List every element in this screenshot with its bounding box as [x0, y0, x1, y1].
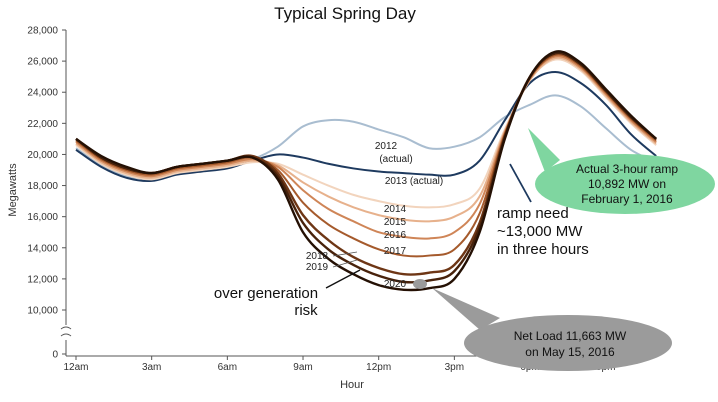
over-generation-pointer: [325, 269, 361, 289]
y-tick-label: 26,000: [27, 57, 58, 68]
ramp-need-line3: in three hours: [497, 241, 589, 258]
label-2015: 2015: [384, 217, 407, 228]
net-load-callout: Net Load 11,663 MW on May 15, 2016: [413, 279, 672, 371]
label-2018: 2018: [306, 251, 329, 262]
leader-line-2018: [332, 251, 358, 257]
series-line-2016: [75, 55, 657, 240]
x-tick-label: 3am: [142, 362, 161, 373]
actual-ramp-callout-pointer: [528, 128, 560, 172]
label-2019: 2019: [306, 262, 329, 273]
x-tick-label: 3pm: [445, 362, 464, 373]
label-2012-actual: (actual): [379, 154, 412, 165]
ramp-need-line1: ramp need: [497, 205, 569, 222]
series-line-2014: [75, 58, 657, 209]
y-axis-break-mark: [60, 326, 72, 337]
label-2016: 2016: [384, 230, 407, 241]
y-tick-label: 28,000: [27, 26, 58, 37]
label-2020: 2020: [384, 279, 407, 290]
y-tick-label: 16,000: [27, 212, 58, 223]
net-load-callout-bubble: [464, 315, 672, 371]
ramp-need-line2: ~13,000 MW: [497, 223, 583, 240]
y-tick-label: 18,000: [27, 181, 58, 192]
x-tick-label: 12pm: [366, 362, 391, 373]
y-tick-label: 24,000: [27, 88, 58, 99]
ramp-need-pointer: [509, 163, 532, 203]
y-tick-label: 14,000: [27, 243, 58, 254]
y-tick-label: 10,000: [27, 306, 58, 317]
leader-line-2019: [332, 259, 358, 268]
y-tick-label: 12,000: [27, 274, 58, 285]
x-tick-label: 12am: [63, 362, 88, 373]
y-tick-label: 20,000: [27, 150, 58, 161]
y-tick-label: 0: [52, 350, 58, 361]
series-line-2020: [75, 50, 657, 292]
net-load-callout-pointer: [432, 288, 500, 330]
over-generation-label-line1: over generation: [214, 285, 318, 302]
x-tick-label: 6am: [218, 362, 237, 373]
x-axis-label: Hour: [340, 379, 364, 391]
series-line-2015: [75, 56, 657, 223]
series-line-2013-actual: [75, 71, 657, 182]
y-axis-label: Megawatts: [7, 163, 19, 217]
net-load-callout-line1: Net Load 11,663 MW: [514, 329, 627, 343]
actual-ramp-callout-bubble: [535, 154, 715, 214]
label-2014: 2014: [384, 204, 407, 215]
net-load-marker: [413, 279, 427, 289]
y-tick-labels: 0 10,000 12,000 14,000 16,000 18,000 20,000 22,…: [27, 26, 66, 361]
over-generation-label-line2: risk: [294, 302, 318, 319]
y-tick-label: 22,000: [27, 119, 58, 130]
actual-ramp-callout-line1: Actual 3-hour ramp: [576, 162, 678, 176]
series-line-2017: [75, 53, 657, 258]
actual-ramp-callout-line3: February 1, 2016: [581, 192, 673, 206]
actual-ramp-callout-line2: 10,892 MW on: [588, 177, 666, 191]
chart-title: Typical Spring Day: [274, 4, 416, 23]
x-tick-label: 9am: [293, 362, 312, 373]
actual-ramp-callout: Actual 3-hour ramp 10,892 MW on February…: [528, 128, 715, 214]
series-lines: [75, 50, 657, 292]
net-load-callout-line2: on May 15, 2016: [525, 345, 615, 359]
label-2017: 2017: [384, 246, 407, 257]
label-2012-year: 2012: [375, 141, 398, 152]
label-2013: 2013 (actual): [385, 176, 443, 187]
